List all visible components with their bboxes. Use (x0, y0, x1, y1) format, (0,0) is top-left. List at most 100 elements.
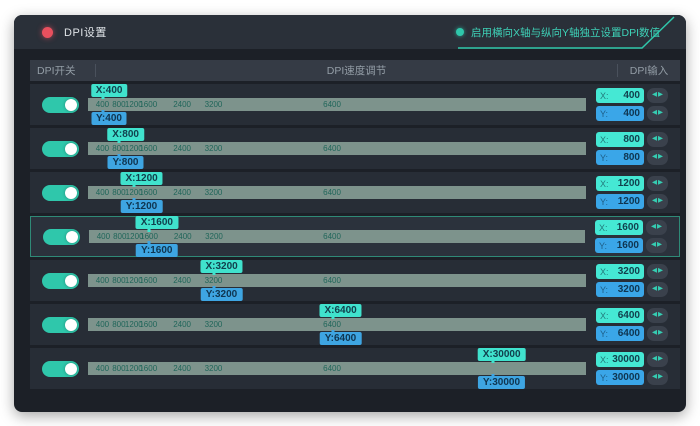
stepper-decrease-icon[interactable]: ◀ (652, 197, 657, 205)
stepper-increase-icon[interactable]: ▶ (658, 373, 663, 381)
stepper-increase-icon[interactable]: ▶ (658, 153, 663, 161)
x-input-line: X: 800 ◀ ▶ (596, 132, 680, 147)
dpi-toggle-switch[interactable] (42, 184, 79, 201)
y-input-label: Y: (600, 372, 609, 383)
x-dpi-handle[interactable]: X:6400 (319, 304, 362, 317)
tick-label: 1200 (124, 100, 143, 109)
slider-track[interactable]: 400 800 1200 1600 2400 3200 6400 (88, 318, 586, 331)
y-dpi-handle[interactable]: Y:400 (90, 112, 127, 125)
dpi-row[interactable]: 400 800 1200 1600 2400 3200 6400 X:800 Y:800 X: 80… (30, 128, 680, 169)
y-dpi-input[interactable]: Y: 400 (596, 106, 644, 121)
stepper-decrease-icon[interactable]: ◀ (652, 373, 657, 381)
x-dpi-input[interactable]: X: 30000 (596, 352, 644, 367)
x-dpi-input[interactable]: X: 1200 (596, 176, 644, 191)
stepper-increase-icon[interactable]: ▶ (658, 329, 663, 337)
y-dpi-handle[interactable]: Y:30000 (477, 376, 526, 389)
stepper-decrease-icon[interactable]: ◀ (652, 179, 657, 187)
stepper-increase-icon[interactable]: ▶ (658, 135, 663, 143)
stepper-decrease-icon[interactable]: ◀ (652, 109, 657, 117)
xy-independent-toggle[interactable]: 启用横向X轴与纵向Y轴独立设置DPI数值 (455, 15, 660, 49)
x-handle-notch (101, 96, 104, 99)
x-input-line: X: 400 ◀ ▶ (596, 88, 680, 103)
dpi-toggle-switch[interactable] (42, 96, 79, 113)
x-dpi-handle[interactable]: X:3200 (200, 260, 243, 273)
y-dpi-input[interactable]: Y: 1600 (595, 238, 643, 253)
dpi-row[interactable]: 400 800 1200 1600 2400 3200 6400 X:30000 Y:30000… (30, 348, 680, 389)
stepper-increase-icon[interactable]: ▶ (658, 179, 663, 187)
x-dpi-handle[interactable]: X:1200 (120, 172, 163, 185)
stepper-decrease-icon[interactable]: ◀ (651, 223, 656, 231)
stepper-increase-icon[interactable]: ▶ (658, 267, 663, 275)
stepper-increase-icon[interactable]: ▶ (657, 241, 662, 249)
y-dpi-handle[interactable]: Y:800 (107, 156, 144, 169)
stepper-increase-icon[interactable]: ▶ (658, 311, 663, 319)
y-input-line: Y: 3200 ◀ ▶ (596, 282, 680, 297)
tick-label: 800 (113, 232, 127, 241)
stepper-increase-icon[interactable]: ▶ (658, 109, 663, 117)
slider-track[interactable]: 400 800 1200 1600 2400 3200 6400 (88, 98, 586, 111)
dpi-toggle-switch[interactable] (43, 228, 80, 245)
slider-track[interactable]: 400 800 1200 1600 2400 3200 6400 (88, 142, 586, 155)
y-dpi-input[interactable]: Y: 3200 (596, 282, 644, 297)
dpi-toggle-switch[interactable] (42, 272, 79, 289)
column-header: DPI开关 DPI速度调节 DPI输入 (30, 60, 680, 81)
tick-label: 1200 (124, 188, 143, 197)
tick-label: 400 (95, 364, 110, 373)
tick-label: 1600 (139, 100, 158, 109)
radio-dot-icon (455, 28, 464, 36)
slider-cell: 400 800 1200 1600 2400 3200 6400 X:800 Y:800 (88, 128, 588, 169)
x-dpi-input[interactable]: X: 800 (596, 132, 644, 147)
y-dpi-handle[interactable]: Y:3200 (200, 288, 243, 301)
dpi-toggle-switch[interactable] (42, 316, 79, 333)
toggle-knob-icon (65, 274, 77, 287)
toggle-knob-icon (65, 98, 77, 111)
y-stepper: ◀ ▶ (647, 282, 668, 297)
x-dpi-handle[interactable]: X:800 (107, 128, 144, 141)
slider-track[interactable]: 400 800 1200 1600 2400 3200 6400 (88, 362, 586, 375)
stepper-decrease-icon[interactable]: ◀ (652, 311, 657, 319)
x-dpi-handle[interactable]: X:1600 (135, 216, 178, 229)
slider-track[interactable]: 400 800 1200 1600 2400 3200 6400 (88, 274, 586, 287)
stepper-decrease-icon[interactable]: ◀ (651, 241, 656, 249)
y-dpi-handle[interactable]: Y:6400 (319, 332, 362, 345)
x-input-label: X: (600, 134, 609, 145)
stepper-decrease-icon[interactable]: ◀ (652, 153, 657, 161)
y-dpi-input[interactable]: Y: 1200 (596, 194, 644, 209)
x-dpi-input[interactable]: X: 1600 (595, 220, 643, 235)
slider-track[interactable]: 400 800 1200 1600 2400 3200 6400 (89, 230, 585, 243)
stepper-increase-icon[interactable]: ▶ (657, 223, 662, 231)
x-dpi-handle[interactable]: X:400 (90, 84, 128, 97)
stepper-decrease-icon[interactable]: ◀ (652, 329, 657, 337)
stepper-increase-icon[interactable]: ▶ (658, 355, 663, 363)
dpi-row[interactable]: 400 800 1200 1600 2400 3200 6400 X:400 Y:400 X: 40… (30, 84, 680, 125)
dpi-row[interactable]: 400 800 1200 1600 2400 3200 6400 X:3200 Y:3200 X:… (30, 260, 680, 301)
dpi-row[interactable]: 400 800 1200 1600 2400 3200 6400 X:1200 Y:1200 X:… (30, 172, 680, 213)
stepper-decrease-icon[interactable]: ◀ (652, 267, 657, 275)
stepper-decrease-icon[interactable]: ◀ (652, 355, 657, 363)
stepper-decrease-icon[interactable]: ◀ (652, 91, 657, 99)
stepper-decrease-icon[interactable]: ◀ (652, 135, 657, 143)
x-dpi-input[interactable]: X: 400 (596, 88, 644, 103)
y-dpi-input[interactable]: Y: 6400 (596, 326, 644, 341)
stepper-increase-icon[interactable]: ▶ (658, 285, 663, 293)
x-dpi-input[interactable]: X: 3200 (596, 264, 644, 279)
dpi-toggle-switch[interactable] (42, 140, 79, 157)
dpi-row[interactable]: 400 800 1200 1600 2400 3200 6400 X:6400 Y:6400 X:… (30, 304, 680, 345)
y-dpi-handle[interactable]: Y:1200 (120, 200, 163, 213)
y-dpi-handle[interactable]: Y:1600 (135, 244, 178, 257)
stepper-increase-icon[interactable]: ▶ (658, 91, 663, 99)
y-dpi-input[interactable]: Y: 800 (596, 150, 644, 165)
stepper-increase-icon[interactable]: ▶ (658, 197, 663, 205)
x-dpi-handle[interactable]: X:30000 (477, 348, 526, 361)
y-handle-notch (212, 286, 216, 289)
dpi-toggle-switch[interactable] (42, 360, 79, 377)
x-input-line: X: 1600 ◀ ▶ (595, 220, 679, 235)
dpi-row[interactable]: 400 800 1200 1600 2400 3200 6400 X:1600 Y:1600 X:… (30, 216, 680, 257)
stepper-decrease-icon[interactable]: ◀ (652, 285, 657, 293)
toggle-cell (30, 128, 88, 169)
slider-cell: 400 800 1200 1600 2400 3200 6400 X:400 Y:400 (88, 84, 588, 125)
y-stepper: ◀ ▶ (647, 326, 668, 341)
x-dpi-input[interactable]: X: 6400 (596, 308, 644, 323)
y-dpi-input[interactable]: Y: 30000 (596, 370, 644, 385)
slider-track[interactable]: 400 800 1200 1600 2400 3200 6400 (88, 186, 586, 199)
